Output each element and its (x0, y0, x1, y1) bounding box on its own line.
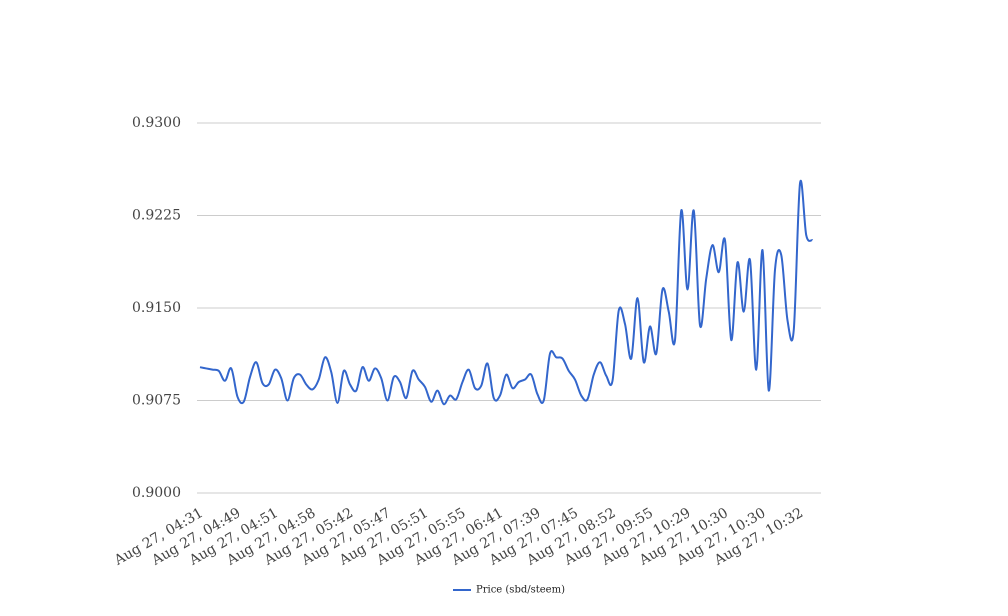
y-tick-label: 0.9150 (132, 300, 181, 316)
y-tick-label: 0.9225 (132, 208, 181, 224)
price-line (199, 179, 814, 406)
y-tick-label: 0.9075 (132, 393, 181, 409)
y-tick-label: 0.9300 (132, 115, 181, 131)
y-tick-label: 0.9000 (132, 485, 181, 501)
legend-label: Price (sbd/steem) (476, 585, 565, 596)
